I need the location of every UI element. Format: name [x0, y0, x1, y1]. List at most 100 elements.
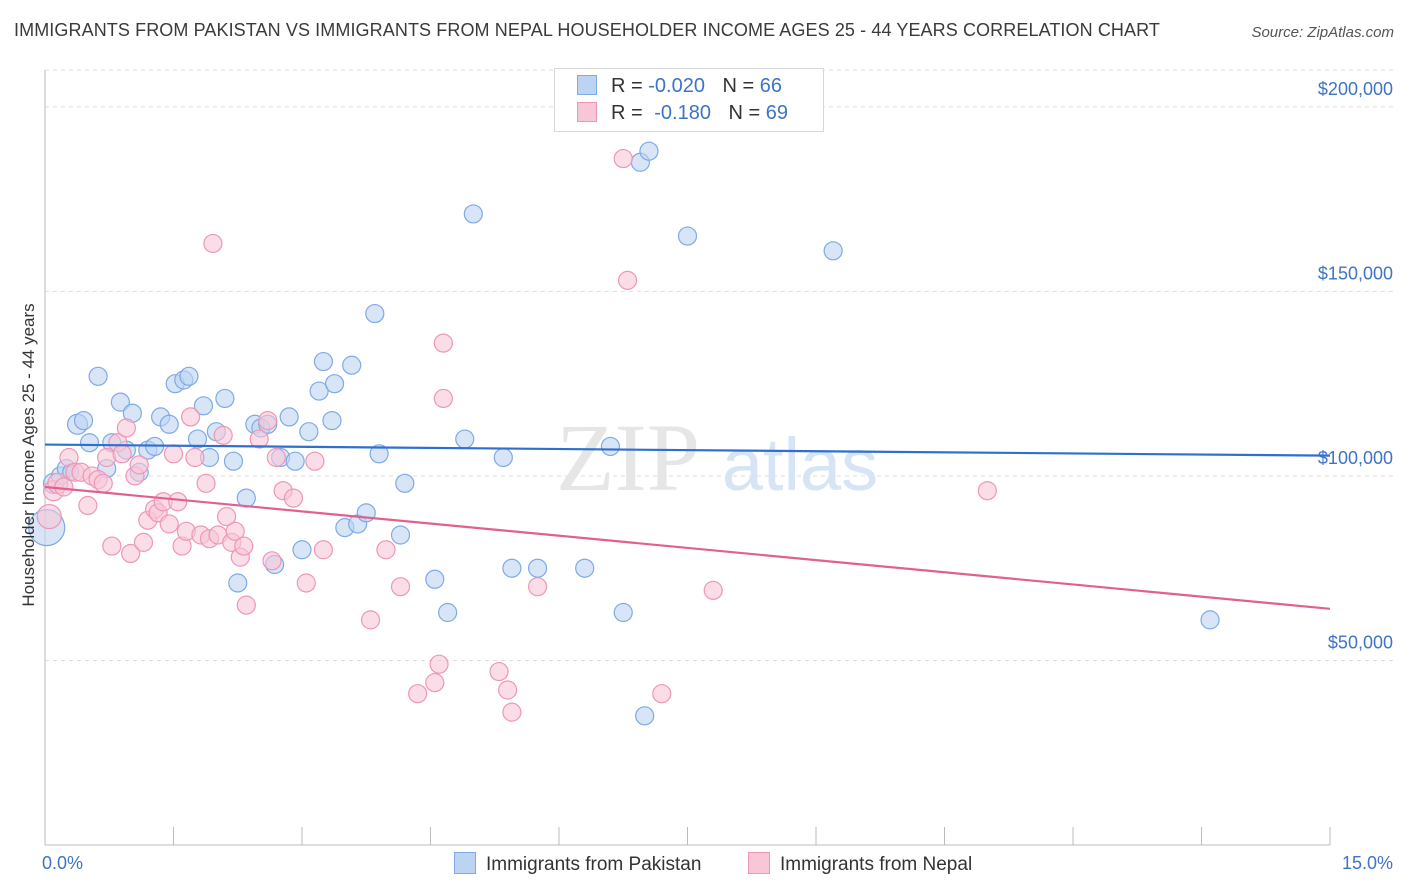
legend-nepal-r: -0.180 [654, 102, 711, 124]
point-nepal-56 [425, 673, 445, 693]
point-pakistan-47 [365, 303, 385, 324]
point-nepal-62 [502, 702, 522, 722]
point-nepal-12 [102, 536, 122, 556]
point-pakistan-51 [425, 569, 445, 589]
point-nepal-68 [977, 481, 997, 501]
point-nepal-52 [360, 610, 381, 630]
point-nepal-57 [429, 654, 449, 674]
y-tick-label-2: $150,000 [1318, 263, 1393, 283]
point-nepal-48 [283, 488, 304, 508]
point-pakistan-22 [187, 429, 208, 449]
point-pakistan-35 [279, 407, 299, 427]
point-pakistan-6 [73, 410, 94, 431]
x-tick-label-max: 15.0% [1342, 853, 1393, 873]
point-nepal-7 [78, 495, 98, 516]
trend-line-pakistan [44, 443, 1331, 457]
point-pakistan-21 [179, 366, 199, 386]
point-nepal-3 [54, 477, 74, 497]
point-nepal-30 [185, 447, 205, 468]
point-nepal-41 [234, 536, 254, 556]
legend-label-nepal: Immigrants from Nepal [780, 854, 973, 875]
point-nepal-60 [489, 661, 509, 682]
point-pakistan-55 [493, 447, 513, 468]
point-nepal-55 [408, 684, 428, 704]
point-nepal-53 [376, 540, 396, 560]
point-nepal-0 [36, 503, 62, 530]
point-pakistan-50 [395, 473, 415, 493]
x-tick-label-min: 0.0% [42, 853, 83, 873]
point-pakistan-38 [299, 422, 319, 442]
legend-swatch-pakistan [454, 852, 476, 874]
point-pakistan-29 [236, 488, 256, 508]
point-pakistan-63 [635, 706, 655, 726]
watermark-atlas: atlas [722, 423, 878, 506]
y-tick-label-3: $200,000 [1318, 79, 1393, 99]
point-nepal-59 [433, 388, 453, 409]
point-nepal-34 [203, 233, 223, 254]
point-nepal-32 [196, 473, 216, 493]
point-nepal-42 [236, 595, 256, 615]
point-pakistan-11 [110, 392, 130, 412]
correlation-legend: R = -0.020 N = 66 R = -0.180 N = 69 [554, 68, 824, 132]
point-pakistan-56 [502, 558, 522, 578]
point-pakistan-26 [215, 388, 235, 409]
point-nepal-45 [262, 551, 282, 571]
point-pakistan-53 [455, 429, 475, 449]
legend-item-nepal: Immigrants from Nepal [748, 852, 972, 876]
point-nepal-63 [527, 577, 548, 597]
point-nepal-67 [703, 580, 723, 600]
chart-title: IMMIGRANTS FROM PAKISTAN VS IMMIGRANTS F… [14, 20, 1161, 40]
point-pakistan-39 [309, 381, 329, 401]
trend-line-nepal [44, 485, 1331, 610]
trend-lines [44, 443, 1331, 610]
watermark: ZIP atlas [556, 404, 878, 511]
point-pakistan-42 [324, 374, 345, 394]
point-pakistan-48 [369, 444, 389, 464]
point-pakistan-41 [322, 410, 342, 431]
point-pakistan-62 [639, 141, 659, 161]
legend-swatch-nepal [577, 102, 597, 122]
point-nepal-58 [433, 333, 453, 353]
grid-lines [45, 69, 1395, 661]
point-nepal-43 [249, 429, 269, 449]
point-nepal-61 [498, 680, 518, 700]
point-nepal-25 [163, 444, 184, 464]
point-nepal-18 [129, 455, 149, 475]
point-nepal-65 [617, 270, 638, 290]
tick-labels: $50,000 $100,000 $150,000 $200,000 0.0% 15.0% [42, 79, 1393, 873]
legend-nepal-n: 69 [765, 102, 789, 124]
series-nepal-points [36, 148, 997, 722]
point-pakistan-28 [228, 573, 248, 593]
point-nepal-19 [133, 532, 154, 552]
point-nepal-37 [217, 506, 237, 527]
legend-n-label: N = [722, 75, 755, 97]
point-pakistan-18 [159, 414, 179, 434]
watermark-zip: ZIP [556, 404, 700, 511]
point-nepal-26 [168, 492, 188, 512]
point-pakistan-49 [390, 525, 411, 545]
point-pakistan-60 [613, 602, 633, 623]
legend-row-nepal: R = -0.180 N = 69 [577, 102, 788, 128]
legend-swatch-nepal [748, 852, 770, 874]
legend-item-pakistan: Immigrants from Pakistan [454, 852, 701, 876]
point-nepal-44 [258, 410, 278, 431]
legend-swatch-pakistan [577, 75, 597, 95]
point-pakistan-7 [79, 433, 100, 453]
point-nepal-24 [159, 514, 179, 534]
point-pakistan-52 [438, 602, 458, 623]
point-pakistan-59 [600, 436, 621, 457]
point-pakistan-64 [677, 226, 698, 246]
point-nepal-29 [181, 407, 201, 427]
y-tick-label-1: $100,000 [1318, 448, 1393, 468]
point-nepal-15 [116, 418, 136, 438]
point-pakistan-54 [463, 204, 483, 224]
legend-label-pakistan: Immigrants from Pakistan [486, 854, 702, 875]
point-nepal-66 [652, 684, 672, 704]
source-label: Source: ZipAtlas.com [1251, 24, 1394, 41]
point-nepal-49 [296, 573, 316, 593]
point-pakistan-66 [1200, 610, 1220, 630]
point-pakistan-36 [285, 451, 305, 471]
point-pakistan-27 [223, 451, 244, 471]
point-nepal-51 [313, 540, 334, 560]
